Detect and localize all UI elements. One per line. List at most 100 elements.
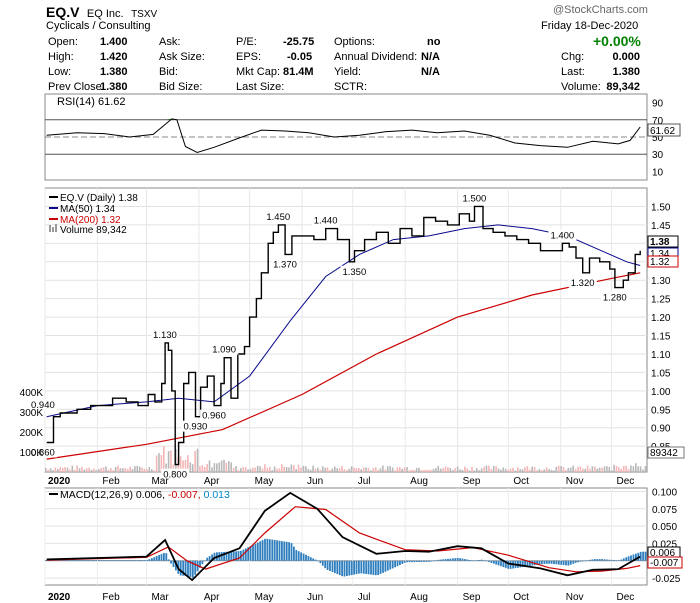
volume-bar [146, 469, 148, 472]
macd-hist-bar [66, 560, 69, 561]
volume-bar [252, 467, 254, 472]
price-annotation: 1.280 [600, 291, 629, 304]
macd-hist-bar [403, 560, 406, 563]
macd-hist-bar [134, 560, 136, 561]
volume-bar [54, 467, 57, 472]
price-annotation: 0.940 [29, 398, 57, 411]
macd-hist-bar [126, 560, 129, 561]
macd-hist-bar [179, 560, 182, 576]
macd-hist-bar [93, 560, 95, 561]
macd-hist-bar [278, 540, 281, 561]
rsi-y-tick: 70 [652, 116, 664, 127]
price-annotation-label: 0.860 [31, 447, 55, 458]
x-axis-month-label: May [255, 476, 274, 487]
macd-x-axis: 2020 Feb Mar Apr May Jun Jul Aug Sep Oct Nov Dec [48, 592, 634, 603]
volume-bar [384, 469, 387, 472]
volume-bar [348, 468, 350, 472]
volume-bar [49, 468, 52, 472]
quote-volume-label: Volume: [561, 81, 601, 93]
quote-low-label: Low: [48, 66, 72, 78]
quote-options-value: no [427, 36, 441, 48]
volume-bar [449, 468, 452, 472]
x-axis-month-label: Nov [566, 592, 584, 603]
volume-bar [211, 467, 213, 472]
volume-bar [565, 469, 567, 472]
volume-bar [454, 468, 456, 472]
price-annotation-label: 0.800 [163, 470, 187, 481]
volume-bars [45, 446, 647, 472]
volume-bar [439, 468, 442, 472]
volume-bar [362, 467, 365, 472]
quote-open-value: 1.400 [100, 36, 128, 48]
volume-bar [632, 466, 635, 472]
volume-bar [61, 467, 64, 472]
volume-bar [64, 467, 66, 472]
volume-bar [423, 470, 425, 472]
macd-hist-bar [334, 560, 336, 574]
volume-bar [353, 467, 355, 472]
macd-hist-bar [454, 558, 457, 561]
macd-hist-bar [476, 560, 478, 561]
macd-hist-bar [627, 556, 630, 561]
macd-hist-bar [427, 560, 430, 562]
macd-hist-bar [444, 559, 447, 561]
x-axis-month-label: Apr [204, 592, 220, 603]
volume-bar [577, 467, 579, 472]
x-axis-month-label: Dec [616, 592, 634, 603]
macd-hist-bar [355, 560, 358, 575]
macd-hist-bar [411, 560, 413, 563]
macd-hist-bar [201, 560, 204, 565]
volume-bar [586, 465, 589, 472]
x-axis-month-label: Jun [307, 476, 323, 487]
volume-bar [408, 470, 411, 472]
volume-bar [432, 468, 435, 472]
volume-bar [196, 448, 199, 472]
quote-last-value: 1.380 [612, 66, 640, 78]
volume-bar [608, 467, 611, 472]
volume-bar [141, 467, 143, 472]
volume-bar [242, 467, 245, 472]
macd-hist-bar [78, 560, 81, 561]
volume-bar [90, 469, 93, 472]
volume-bar [567, 467, 570, 472]
rsi-current-label: 61.62 [650, 126, 675, 137]
macd-hist-bar [620, 559, 623, 561]
volume-bar [83, 469, 86, 472]
volume-bar [610, 470, 613, 472]
macd-legend-main: MACD(12,26,9) 0.006, [60, 489, 168, 501]
volume-bar [129, 466, 131, 472]
macd-hist-bar [326, 560, 329, 570]
volume-bar [66, 467, 69, 472]
x-axis-month-label: Aug [410, 476, 428, 487]
volume-bar [456, 466, 459, 472]
macd-hist-bar [447, 558, 449, 561]
macd-signal-line [46, 506, 641, 573]
price-annotation-label: 0.930 [184, 422, 208, 433]
price-annotation-label: 1.280 [603, 293, 627, 304]
macd-hist-bar [59, 560, 62, 561]
macd-y-tick: 0.100 [652, 487, 677, 498]
price-y-tick: 1.05 [651, 368, 671, 379]
volume-bar [237, 470, 240, 472]
volume-bar [594, 466, 596, 472]
volume-bar [538, 468, 541, 472]
macd-hist-bar [95, 560, 98, 561]
volume-bar [93, 468, 95, 472]
volume-bar [295, 468, 297, 472]
volume-bar [514, 470, 517, 472]
macd-hist-bar [163, 553, 165, 561]
macd-hist-bar [302, 553, 305, 561]
symbol: EQ.V [46, 4, 80, 20]
volume-bar [297, 464, 300, 472]
macd-hist-bar [348, 560, 351, 576]
volume-bar [569, 467, 572, 472]
volume-bar [131, 469, 134, 472]
volume-bar [220, 460, 223, 472]
volume-bar [213, 463, 216, 472]
macd-hist-bar [83, 560, 86, 561]
volume-bar [259, 466, 261, 472]
macd-hist-bar [324, 560, 327, 569]
volume-bar [589, 468, 591, 472]
macd-hist-bar [319, 560, 322, 564]
